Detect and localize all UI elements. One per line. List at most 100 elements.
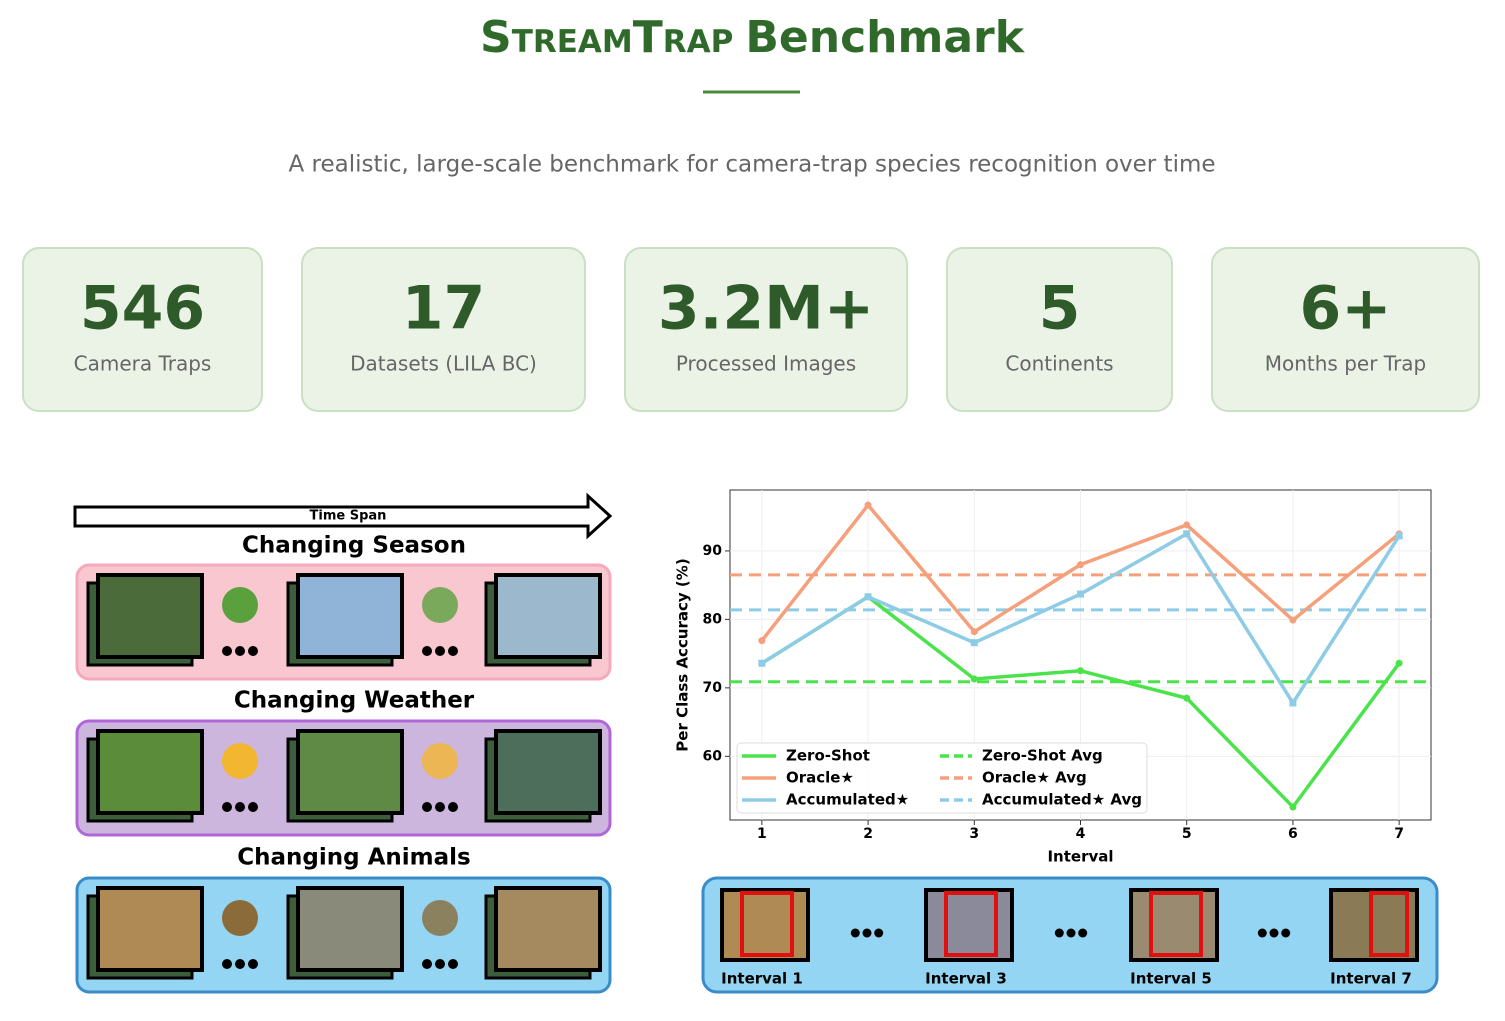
legend-label: Accumulated★ Avg bbox=[982, 791, 1142, 809]
row-icon bbox=[422, 743, 458, 779]
photo bbox=[296, 573, 404, 659]
point bbox=[1077, 667, 1084, 675]
point bbox=[970, 628, 978, 636]
x-tick-label: 1 bbox=[757, 826, 767, 842]
ellipsis-dot bbox=[422, 802, 432, 812]
stat-label: Continents bbox=[1005, 352, 1113, 376]
row-title: Changing Animals bbox=[237, 845, 470, 871]
ellipsis-dot bbox=[248, 802, 258, 812]
stat-value: 5 bbox=[1039, 274, 1081, 344]
y-tick-label: 70 bbox=[703, 680, 723, 696]
stat-label: Months per Trap bbox=[1265, 352, 1427, 376]
ellipsis-dot bbox=[222, 646, 232, 656]
point bbox=[1077, 590, 1084, 598]
detection-box bbox=[1369, 891, 1409, 957]
photo bbox=[96, 729, 204, 815]
stat-card bbox=[301, 247, 586, 412]
point bbox=[1289, 699, 1297, 707]
row-icon bbox=[222, 587, 258, 623]
photo bbox=[296, 729, 404, 815]
ellipsis-dot bbox=[435, 802, 445, 812]
x-tick-label: 5 bbox=[1182, 826, 1192, 842]
ellipsis-dot bbox=[1281, 928, 1291, 938]
point bbox=[864, 501, 872, 509]
x-axis-label: Interval bbox=[1047, 848, 1113, 866]
row-title: Changing Weather bbox=[234, 688, 475, 714]
point bbox=[970, 639, 978, 647]
point bbox=[1183, 694, 1191, 702]
photo bbox=[494, 729, 602, 815]
row-icon bbox=[422, 587, 458, 623]
point bbox=[864, 593, 872, 601]
row-icon bbox=[422, 900, 458, 936]
point bbox=[758, 659, 766, 667]
stat-label: Datasets (LILA BC) bbox=[350, 352, 537, 376]
point bbox=[1395, 659, 1403, 667]
thumbnail bbox=[1129, 888, 1219, 962]
ellipsis-dot bbox=[1257, 928, 1267, 938]
detection-box bbox=[944, 891, 998, 957]
y-tick-label: 60 bbox=[703, 748, 723, 764]
ellipsis-dot bbox=[222, 959, 232, 969]
legend-label: Oracle★ Avg bbox=[982, 769, 1087, 787]
x-tick-label: 7 bbox=[1394, 826, 1404, 842]
ellipsis-dot bbox=[235, 646, 245, 656]
stat-card bbox=[1211, 247, 1480, 412]
point bbox=[1395, 532, 1403, 540]
legend-label: Oracle★ bbox=[786, 769, 854, 787]
row-icon bbox=[222, 900, 258, 936]
stat-value: 6+ bbox=[1299, 274, 1391, 344]
x-tick-label: 2 bbox=[863, 826, 873, 842]
subtitle: A realistic, large-scale benchmark for c… bbox=[288, 152, 1215, 178]
ellipsis-dot bbox=[222, 802, 232, 812]
legend-label: Zero-Shot bbox=[786, 747, 870, 765]
stat-label: Processed Images bbox=[676, 352, 856, 376]
title: StreamTrap Benchmark bbox=[480, 12, 1026, 63]
stat-card bbox=[22, 247, 263, 412]
interval-label: Interval 3 bbox=[925, 970, 1007, 988]
thumbnail bbox=[720, 888, 810, 962]
point bbox=[1183, 521, 1191, 529]
x-tick-label: 4 bbox=[1076, 826, 1086, 842]
point bbox=[1289, 803, 1297, 811]
detection-box bbox=[1149, 891, 1203, 957]
legend-label: Accumulated★ bbox=[786, 791, 909, 809]
interval-label: Interval 1 bbox=[721, 970, 803, 988]
ellipsis-dot bbox=[422, 959, 432, 969]
ellipsis-dot bbox=[874, 928, 884, 938]
arrow-label: Time Span bbox=[310, 509, 387, 524]
time-arrow bbox=[73, 492, 613, 540]
point bbox=[1289, 616, 1297, 624]
title-name: StreamTrap bbox=[480, 12, 733, 63]
stat-value: 3.2M+ bbox=[658, 274, 874, 344]
point bbox=[1077, 561, 1084, 569]
x-tick-label: 6 bbox=[1288, 826, 1298, 842]
thumbnail bbox=[924, 888, 1014, 962]
legend-label: Zero-Shot Avg bbox=[982, 747, 1103, 765]
y-axis-label: Per Class Accuracy (%) bbox=[674, 558, 692, 751]
ellipsis-dot bbox=[248, 646, 258, 656]
ellipsis-dot bbox=[422, 646, 432, 656]
x-tick-label: 3 bbox=[969, 826, 979, 842]
row-title: Changing Season bbox=[242, 533, 466, 559]
photo bbox=[494, 573, 602, 659]
y-tick-label: 80 bbox=[703, 611, 723, 627]
thumbnail bbox=[1329, 888, 1419, 962]
photo bbox=[96, 886, 204, 972]
ellipsis-dot bbox=[248, 959, 258, 969]
point bbox=[970, 675, 978, 683]
ellipsis-dot bbox=[435, 646, 445, 656]
stat-value: 546 bbox=[80, 274, 205, 344]
point bbox=[758, 637, 766, 645]
ellipsis-dot bbox=[862, 928, 872, 938]
ellipsis-dot bbox=[448, 646, 458, 656]
ellipsis-dot bbox=[448, 802, 458, 812]
photo bbox=[494, 886, 602, 972]
stat-card bbox=[624, 247, 908, 412]
ellipsis-dot bbox=[1054, 928, 1064, 938]
ellipsis-dot bbox=[1078, 928, 1088, 938]
stat-card bbox=[946, 247, 1173, 412]
stat-value: 17 bbox=[402, 274, 486, 344]
stat-label: Camera Traps bbox=[74, 352, 212, 376]
